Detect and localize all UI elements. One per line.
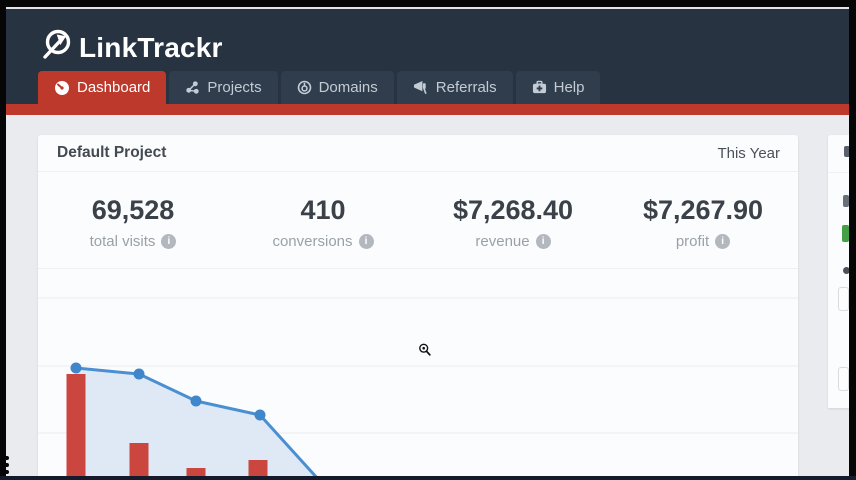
- info-icon[interactable]: [715, 233, 731, 249]
- stat-conversions: 410 conversions: [228, 172, 418, 268]
- sliver-dot: [843, 267, 849, 274]
- target-icon: [297, 80, 312, 95]
- main-nav-tabs: Dashboard Projects: [38, 71, 601, 104]
- stat-value: $7,268.40: [452, 195, 574, 226]
- frame-border-bottom: [0, 476, 856, 480]
- brand-logo[interactable]: LinkTrackr: [38, 26, 223, 69]
- side-panel-sliver: [828, 135, 849, 408]
- sliver-icon: [843, 195, 849, 207]
- gauge-icon: [54, 80, 70, 96]
- tab-label: Referrals: [435, 79, 497, 96]
- zoom-cursor-icon: [418, 343, 432, 362]
- tab-dashboard[interactable]: Dashboard: [38, 71, 167, 104]
- tab-projects[interactable]: Projects: [169, 71, 278, 104]
- share-nodes-icon: [185, 80, 200, 95]
- stat-revenue: $7,268.40 revenue: [418, 172, 608, 268]
- panel-title: Default Project: [57, 144, 167, 161]
- frame-border-top: [0, 0, 856, 7]
- stat-value: 410: [300, 195, 346, 226]
- sliver-icon: [844, 146, 849, 157]
- panel-header: Default Project This Year: [38, 135, 798, 172]
- magnifier-arrow-icon: [38, 26, 76, 69]
- sliver-green-badge: [842, 225, 849, 242]
- accent-strip: [6, 104, 849, 115]
- tab-label: Dashboard: [77, 79, 151, 96]
- default-project-panel: Default Project This Year 69,528 total v…: [38, 135, 798, 476]
- tab-label: Domains: [318, 79, 378, 96]
- stats-row: 69,528 total visits 410 conversions $7,2…: [38, 172, 798, 269]
- top-navbar: LinkTrackr Dashboard: [6, 9, 849, 104]
- info-icon[interactable]: [535, 233, 551, 249]
- stat-value: 69,528: [91, 195, 175, 226]
- sliver-button: [838, 287, 849, 311]
- tab-domains[interactable]: Domains: [280, 71, 394, 104]
- stat-label: profit: [675, 232, 710, 250]
- frame-artifact: [5, 456, 9, 474]
- frame-border-right: [849, 0, 856, 480]
- stat-profit: $7,267.90 profit: [608, 172, 798, 268]
- traffic-chart: [38, 269, 798, 476]
- tab-label: Projects: [207, 79, 262, 96]
- stat-label: revenue: [475, 232, 530, 250]
- tab-label: Help: [553, 79, 585, 96]
- frame-border-left: [0, 0, 6, 480]
- stat-value: $7,267.90: [642, 195, 764, 226]
- info-icon[interactable]: [358, 233, 374, 249]
- brand-name: LinkTrackr: [79, 31, 223, 63]
- tab-referrals[interactable]: Referrals: [396, 71, 513, 104]
- stat-label: conversions: [272, 232, 353, 250]
- first-aid-icon: [532, 80, 547, 95]
- period-selector[interactable]: This Year: [717, 144, 780, 162]
- stat-total-visits: 69,528 total visits: [38, 172, 228, 268]
- stat-label: total visits: [89, 232, 156, 250]
- tab-help[interactable]: Help: [515, 71, 601, 104]
- frame-highlight-line: [6, 7, 849, 9]
- sliver-button: [838, 367, 849, 391]
- megaphone-icon: [413, 80, 429, 95]
- info-icon[interactable]: [161, 233, 177, 249]
